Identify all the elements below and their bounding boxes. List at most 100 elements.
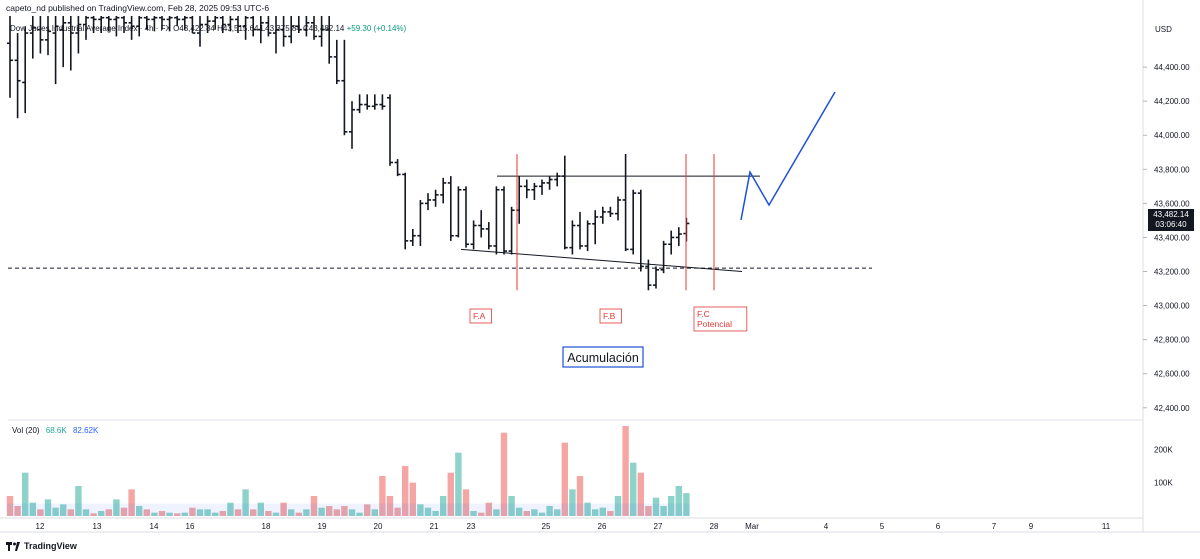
accumulation-text: Acumulación [567,351,639,365]
price-tick-label: 43,600.00 [1154,199,1190,208]
volume-tick-label: 200K [1154,445,1173,454]
volume-bar [181,512,188,516]
volume-bar [614,496,622,516]
volume-bar [98,511,105,516]
time-tick-label: 14 [150,522,159,531]
phase-c-label-text: Potencial [697,319,732,329]
volume-bar [318,507,325,516]
time-tick-label: 9 [1029,522,1034,531]
tradingview-logo-icon [6,541,20,551]
volume-bar [143,509,150,516]
volume-bar [128,489,135,516]
time-tick-label: 12 [36,522,45,531]
volume-bar [67,509,74,516]
volume-bar [576,476,584,516]
volume-bar [37,509,44,516]
volume-bar [675,486,682,516]
volume-bar [561,442,568,516]
volume-bar [6,496,14,516]
volume-label: Vol (20) [12,426,40,435]
time-tick-label: 23 [467,522,476,531]
volume-ma-area [7,503,690,516]
volume-bar [151,512,158,516]
volume-bar [569,489,576,516]
footer-brand: TradingView [24,541,77,551]
volume-bar [204,509,211,516]
volume-bar [326,506,333,516]
volume-bar [280,502,287,516]
volume-bar [652,497,660,516]
price-tick-label: 42,800.00 [1154,336,1190,345]
ohlc-bars [7,16,690,291]
volume-bar [371,509,378,516]
volume-bar [105,509,112,516]
volume-bar [584,502,591,516]
phase-b-label: F.B [599,308,623,324]
volume-bar [265,511,272,516]
price-tick-label: 42,600.00 [1154,370,1190,379]
volume-bar [310,496,318,516]
volume-bar [622,426,629,516]
volume-bar [82,509,90,516]
time-tick-label: 25 [542,522,551,531]
volume-bar [90,513,97,516]
volume-bar [113,499,120,516]
time-tick-label: 4 [824,522,829,531]
volume-bar [531,509,538,516]
time-tick-label: 11 [1102,522,1111,531]
time-tick-label: 19 [318,522,327,531]
volume-bar [462,489,470,516]
volume-bar [136,506,143,516]
volume-legend: Vol (20) 68.6K 82.62K [12,426,98,435]
volume-bar [637,472,644,516]
volume-bar [29,502,36,516]
price-tick-label: 43,800.00 [1154,165,1190,174]
legend-low: L43,375.84 [260,24,301,33]
time-tick-label: 5 [880,522,885,531]
volume-bar [538,512,546,516]
legend-open: O43,422.84 [173,24,215,33]
phase-a-label-box [469,308,493,324]
time-tick-label: Mar [745,522,759,531]
price-tick-label: 43,000.00 [1154,302,1190,311]
volume-bar [607,511,614,516]
volume-bar [174,513,181,516]
volume-bar [227,502,234,516]
volume-bar [272,512,280,516]
volume-bar [409,482,416,516]
volume-bar [660,506,667,516]
volume-bar [196,509,204,516]
volume-bar [60,504,67,516]
time-tick-label: 6 [936,522,941,531]
time-tick-label: 21 [430,522,439,531]
time-tick-label: 28 [710,522,719,531]
volume-tick-label: 100K [1154,479,1173,488]
currency-label: USD [1155,25,1172,34]
last-price-value: 43,482.14 [1153,210,1189,219]
volume-bar [386,496,394,516]
volume-bar [333,509,340,516]
volume-bar [356,512,363,516]
price-tick-label: 44,000.00 [1154,131,1190,140]
volume-value: 68.6K [45,426,67,435]
volume-bar [364,504,371,516]
volume-bar [402,466,409,516]
volume-bar [432,511,439,516]
volume-bar [288,509,295,516]
volume-bar [493,509,500,516]
time-tick-label: 16 [186,522,195,531]
bar-countdown: 03:06:40 [1155,220,1187,229]
volume-bar [341,506,348,516]
accumulation-label: Acumulación [562,346,644,368]
volume-bar [500,432,508,516]
volume-bar [158,511,166,516]
volume-bar [394,507,401,516]
tradingview-footer[interactable]: TradingView [6,541,77,551]
price-tick-label: 43,400.00 [1154,233,1190,242]
volume-bar [250,509,257,516]
volume-bar [599,507,606,516]
volume-bar [554,509,561,516]
volume-bar [295,512,302,516]
price-tick-label: 44,200.00 [1154,97,1190,106]
